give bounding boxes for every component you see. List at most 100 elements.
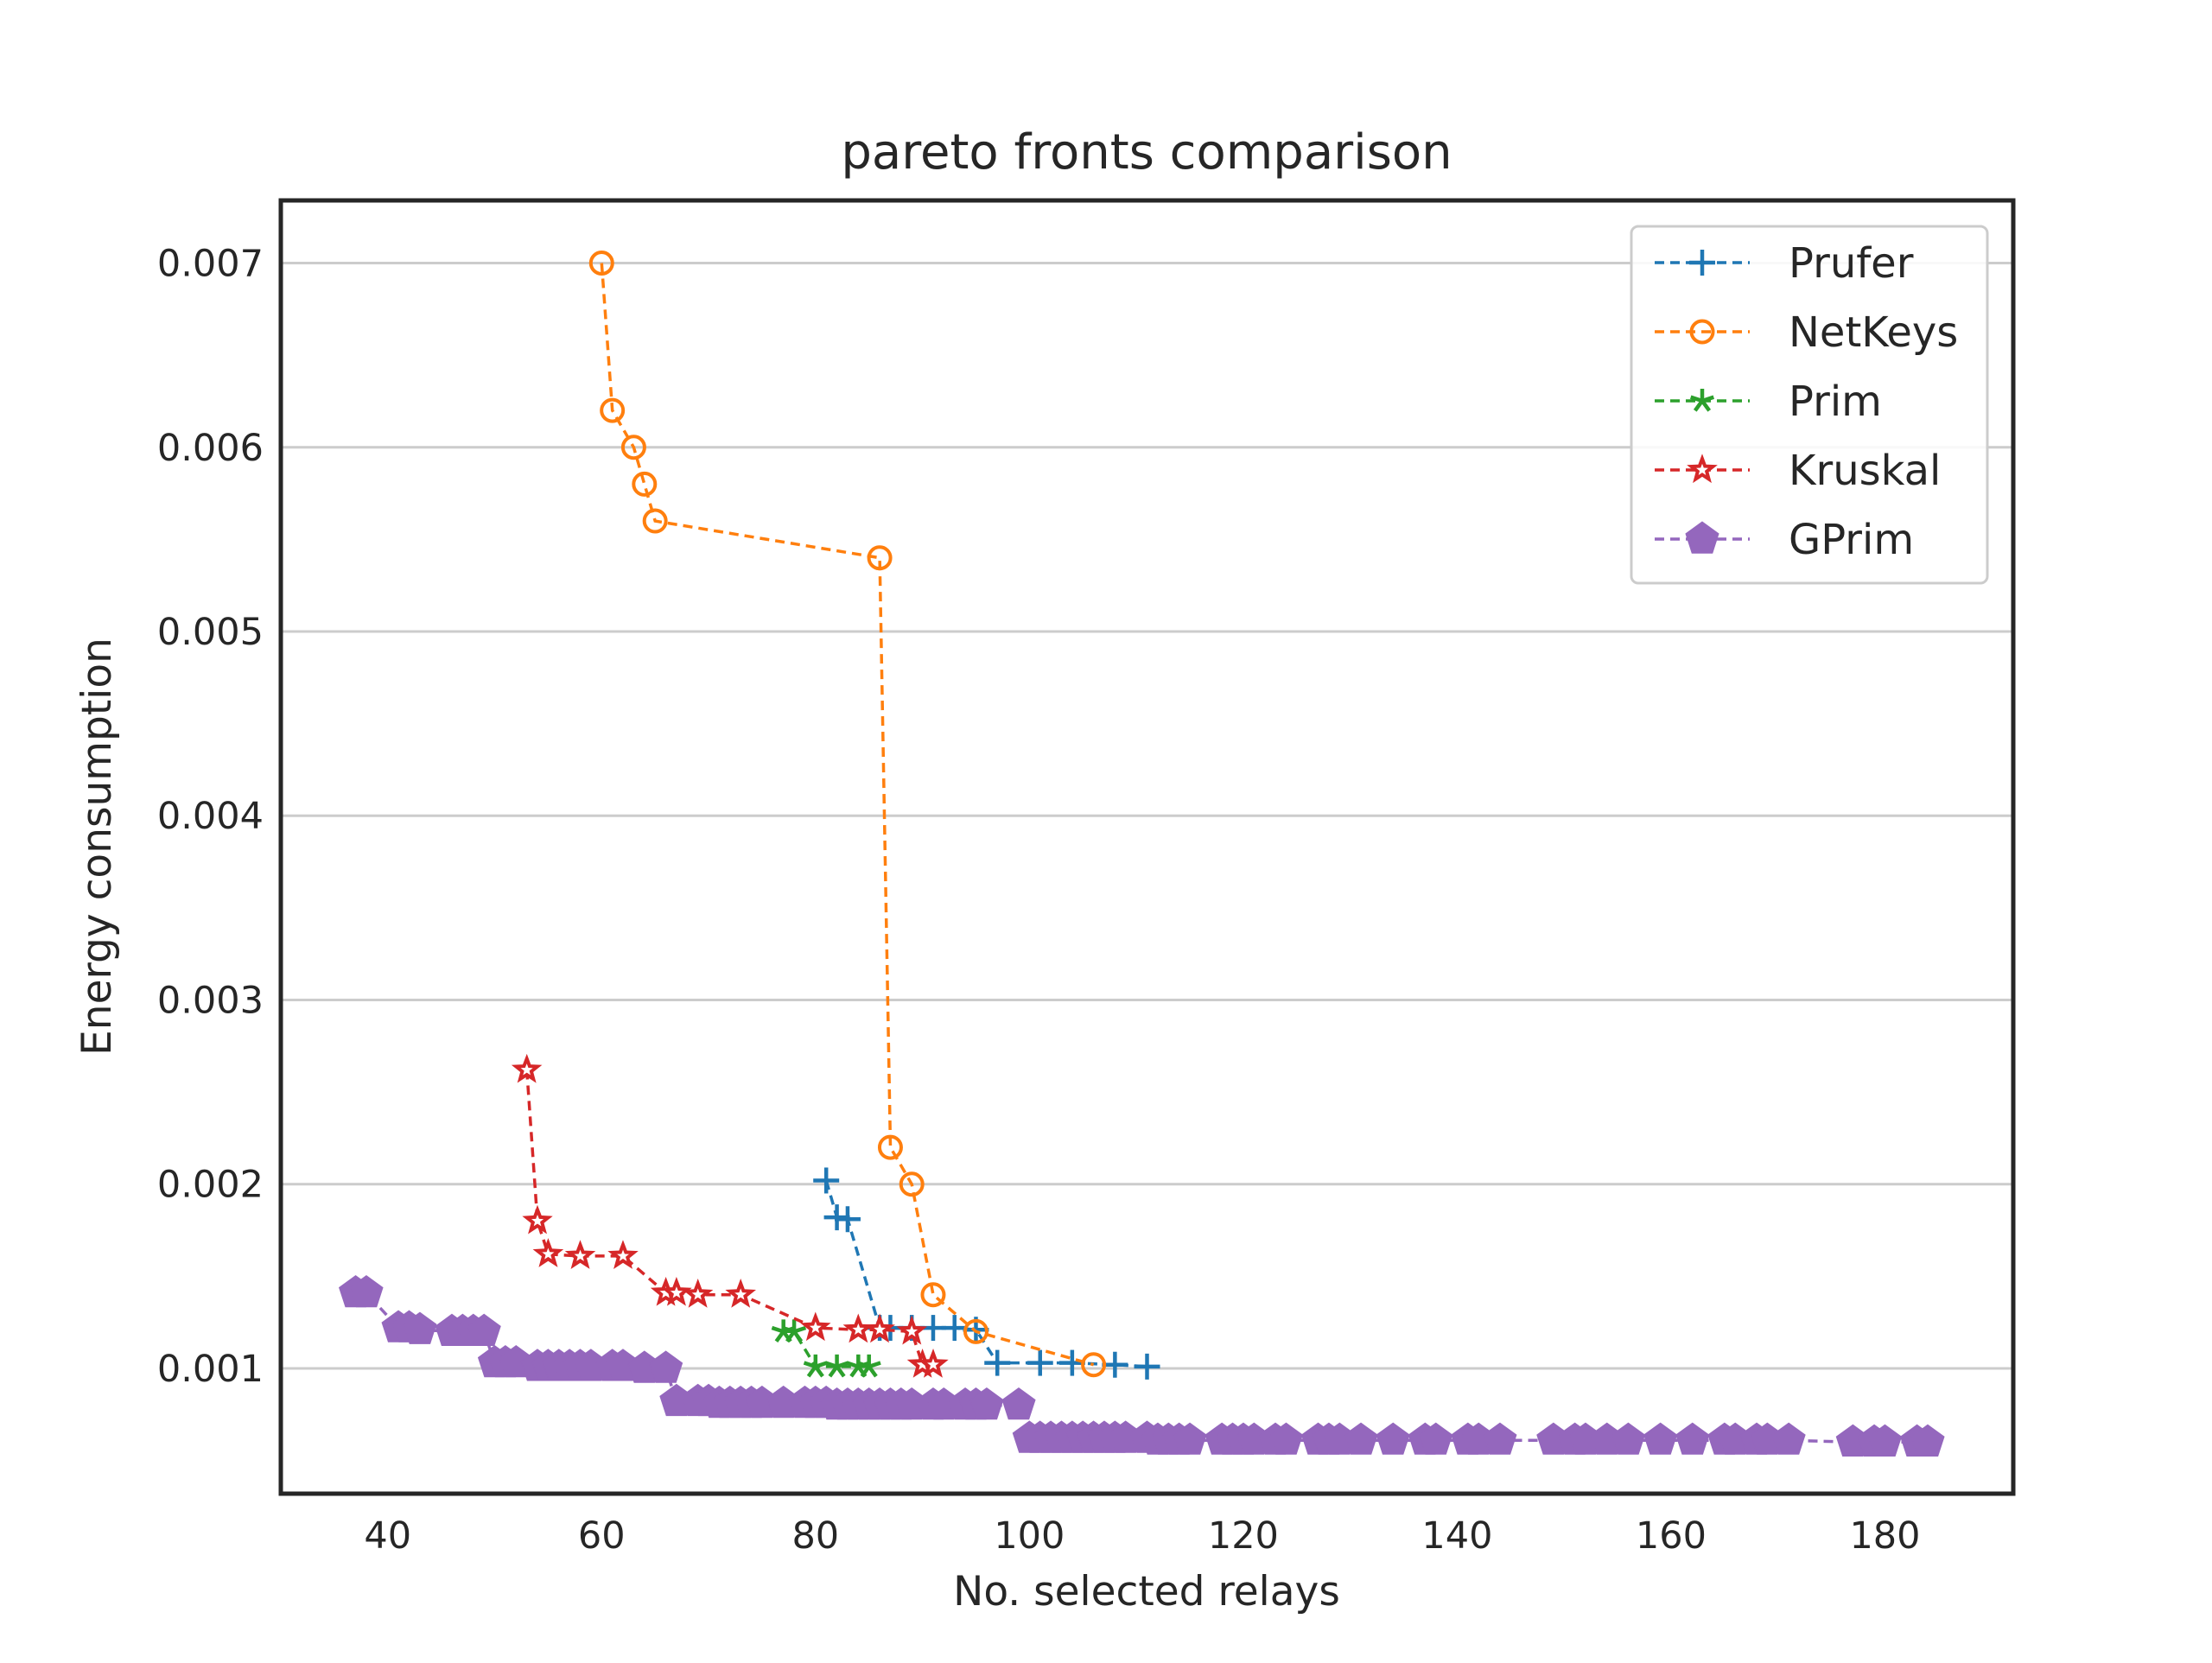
data-point	[588, 251, 614, 276]
data-point	[1058, 1349, 1085, 1376]
data-point	[1419, 1422, 1453, 1455]
data-point	[920, 1282, 946, 1308]
data-point	[918, 1349, 949, 1378]
data-point	[867, 545, 893, 571]
data-point	[642, 508, 668, 534]
legend-entry: GPrim	[1655, 516, 1914, 564]
data-point	[632, 471, 658, 497]
series-prim	[771, 1319, 881, 1378]
plot-frame	[278, 198, 2016, 1496]
legend-entry: NetKeys	[1655, 308, 1958, 357]
data-point	[896, 1315, 928, 1345]
data-point	[864, 1313, 895, 1343]
grid-lines	[281, 262, 2013, 1370]
chart-title: pareto fronts comparison	[841, 124, 1452, 181]
series-prufer	[813, 1167, 1160, 1380]
data-point	[984, 1349, 1011, 1376]
legend-label: Prim	[1789, 378, 1882, 426]
x-axis-label: No. selected relays	[953, 1568, 1340, 1615]
legend-marker	[1689, 319, 1715, 345]
x-tick-labels: 40 60 80 100 120 140 160 180	[364, 1514, 1920, 1558]
x-tick-label: 100	[994, 1514, 1065, 1558]
data-point	[842, 1313, 874, 1343]
legend-marker	[1689, 389, 1715, 412]
data-point	[1771, 1422, 1806, 1455]
data-point	[1867, 1424, 1903, 1457]
data-point	[349, 1274, 384, 1308]
legend-entry: Kruskal	[1655, 447, 1941, 495]
series-layer	[339, 251, 1945, 1457]
y-tick-label: 0.003	[157, 979, 264, 1022]
legend-label: Kruskal	[1789, 447, 1941, 495]
data-point	[600, 397, 626, 423]
data-point	[834, 1206, 861, 1233]
series-line	[524, 1070, 933, 1367]
legend-entries: Prufer NetKeys Prim Kruskal GPrim	[1655, 239, 1958, 564]
data-point	[1102, 1351, 1128, 1378]
data-point	[1611, 1422, 1646, 1455]
y-tick-label: 0.002	[157, 1164, 264, 1207]
data-point	[1910, 1424, 1945, 1457]
data-point	[1027, 1349, 1053, 1376]
x-tick-label: 60	[578, 1514, 626, 1558]
data-point	[856, 1354, 881, 1378]
series-netkeys	[588, 251, 1107, 1378]
x-tick-label: 140	[1421, 1514, 1492, 1558]
x-tick-label: 160	[1636, 1514, 1707, 1558]
data-point	[648, 1350, 683, 1383]
data-point	[511, 1053, 543, 1083]
series-kruskal	[511, 1053, 949, 1378]
data-point	[800, 1311, 831, 1342]
y-tick-label: 0.005	[157, 611, 264, 654]
data-point	[620, 435, 646, 460]
legend-entry: Prim	[1655, 378, 1882, 426]
data-point	[1001, 1387, 1036, 1420]
y-axis-label: Energy consumption	[73, 638, 121, 1056]
legend-label: Prufer	[1789, 239, 1914, 288]
data-point	[725, 1279, 756, 1308]
data-point	[682, 1279, 714, 1308]
data-point	[467, 1313, 501, 1346]
data-point	[824, 1354, 849, 1378]
data-point	[1483, 1422, 1517, 1455]
data-point	[1081, 1352, 1107, 1378]
data-point	[963, 1318, 988, 1344]
series-gprim	[339, 1274, 1945, 1457]
data-point	[607, 1240, 639, 1269]
legend-marker	[1687, 454, 1718, 484]
x-tick-label: 120	[1208, 1514, 1279, 1558]
data-point	[532, 1238, 564, 1267]
data-point	[661, 1276, 692, 1306]
data-point	[564, 1240, 596, 1269]
legend-label: NetKeys	[1789, 308, 1958, 357]
legend-box	[1630, 225, 1989, 585]
legend-entry: Prufer	[1655, 239, 1914, 288]
x-tick-label: 180	[1849, 1514, 1920, 1558]
y-tick-labels: 0.001 0.002 0.003 0.004 0.005 0.006 0.007	[157, 243, 264, 1391]
legend-marker	[1689, 250, 1715, 276]
legend-label: GPrim	[1789, 516, 1914, 564]
data-point	[1376, 1422, 1410, 1455]
legend-marker	[1685, 521, 1719, 554]
y-tick-label: 0.001	[157, 1348, 264, 1391]
data-point	[899, 1171, 925, 1197]
y-tick-label: 0.006	[157, 427, 264, 470]
data-point	[969, 1387, 1004, 1420]
x-tick-label: 40	[364, 1514, 411, 1558]
data-point	[1134, 1353, 1160, 1380]
y-tick-label: 0.004	[157, 795, 264, 838]
data-point	[1173, 1422, 1207, 1455]
data-point	[1344, 1422, 1378, 1455]
series-line	[600, 263, 1095, 1367]
legend: Prufer NetKeys Prim Kruskal GPrim	[1630, 225, 1989, 585]
x-tick-label: 80	[791, 1514, 839, 1558]
data-point	[813, 1167, 840, 1194]
data-point	[877, 1134, 903, 1160]
data-point	[803, 1354, 828, 1378]
data-point	[522, 1204, 553, 1235]
data-point	[1675, 1422, 1710, 1455]
data-point	[1268, 1422, 1303, 1455]
y-tick-label: 0.007	[157, 243, 264, 286]
